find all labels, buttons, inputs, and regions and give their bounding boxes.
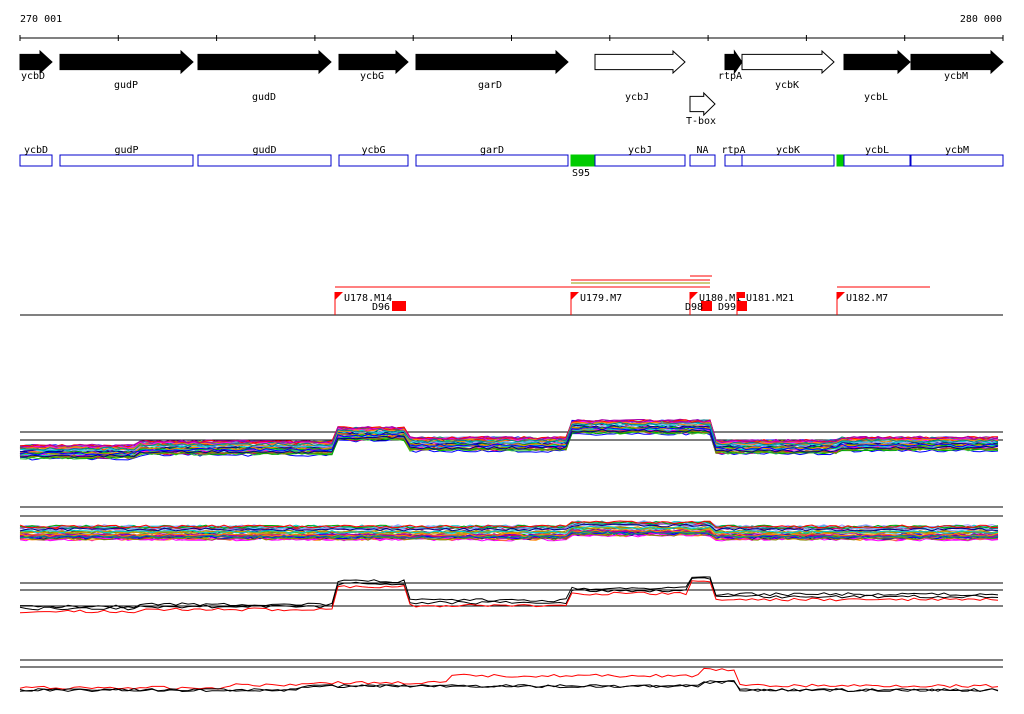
expression-trace — [19, 680, 999, 693]
expression-panel-3 — [19, 576, 1003, 614]
segment-label: NA — [696, 145, 708, 156]
expression-trace — [19, 421, 999, 451]
segment-box-na[interactable] — [689, 154, 716, 167]
segment-label: gudP — [114, 145, 138, 156]
segment-box-ycbl[interactable] — [843, 154, 911, 167]
segment-box-gudd[interactable] — [197, 154, 332, 167]
feature-label: U182.M7 — [846, 293, 888, 304]
expression-trace — [19, 422, 999, 452]
segment-label: ycbK — [776, 145, 800, 156]
expression-trace — [19, 525, 999, 534]
gene-label: garD — [478, 80, 502, 91]
expression-trace — [20, 576, 999, 609]
segment-box-rtpa[interactable] — [724, 154, 743, 167]
segment-label: rtpA — [721, 145, 745, 156]
highlight-label: S95 — [572, 168, 590, 179]
gene-label: rtpA — [718, 71, 742, 82]
small-feature-box[interactable] — [392, 301, 406, 311]
expression-panel-4 — [19, 659, 1003, 693]
segment-label: ycbG — [361, 145, 385, 156]
small-feature-label: D96 — [372, 302, 390, 313]
expression-panel-2 — [19, 506, 1003, 542]
gene-arrow-ycbd[interactable] — [19, 49, 53, 75]
segment-box-ycbm[interactable] — [910, 154, 1004, 167]
gene-label: T-box — [686, 116, 716, 127]
segment-label: ycbJ — [628, 145, 652, 156]
small-feature-box[interactable] — [737, 292, 745, 298]
gene-label: ycbG — [360, 71, 384, 82]
ruler-ticks — [19, 35, 1004, 41]
gene-arrow-rtpa[interactable] — [724, 49, 743, 75]
expression-trace — [19, 680, 999, 693]
small-feature-label: D98 — [685, 302, 703, 313]
segment-label: garD — [480, 145, 504, 156]
feature-label: U178.M14 — [344, 293, 392, 304]
gene-arrow-gudd[interactable] — [197, 49, 332, 75]
feature-label: U180.M1 — [699, 293, 741, 304]
gene-arrow-gudp[interactable] — [59, 49, 194, 75]
feature-flag[interactable] — [335, 292, 343, 300]
feature-flag[interactable] — [690, 292, 698, 300]
small-feature-label: D99 — [718, 302, 736, 313]
segment-box-gudp[interactable] — [59, 154, 194, 167]
segment-label: ycbM — [945, 145, 969, 156]
expression-trace — [19, 530, 999, 539]
segment-label: ycbL — [865, 145, 889, 156]
highlight-region-small[interactable] — [836, 154, 844, 167]
feature-label: U179.M7 — [580, 293, 622, 304]
gene-arrow-ycbm[interactable] — [910, 49, 1004, 75]
gene-label: ycbK — [775, 80, 799, 91]
position-ruler: 270 001 280 000 — [19, 14, 1004, 41]
expression-trace — [19, 577, 999, 611]
segment-label: ycbD — [24, 145, 48, 156]
expression-trace — [19, 580, 999, 614]
gene-arrow-gard[interactable] — [415, 49, 569, 75]
gene-track: ycbD gudP gudD ycbG garD ycbJ rtpA ycbK ycbL ycbM… — [19, 49, 1004, 127]
highlight-region[interactable] — [570, 154, 595, 167]
gene-label: ycbM — [944, 71, 968, 82]
small-feature-box[interactable] — [701, 301, 712, 311]
ruler-end-label: 280 000 — [960, 14, 1002, 25]
segment-box-ycbk[interactable] — [741, 154, 835, 167]
segment-label: gudD — [252, 145, 276, 156]
gene-arrow-ycbl[interactable] — [843, 49, 911, 75]
gene-label: ycbL — [864, 92, 888, 103]
expression-trace — [19, 667, 999, 690]
expression-trace — [19, 425, 999, 455]
expression-trace — [19, 520, 999, 529]
gene-arrow-ycbj[interactable] — [594, 49, 686, 75]
expression-trace — [19, 523, 999, 532]
feature-track: U178.M14 U179.M7 U180.M1 U181.M21 U182.M7 D96… — [20, 275, 1003, 316]
feature-flag[interactable] — [837, 292, 845, 300]
segment-box-ycbg[interactable] — [338, 154, 409, 167]
expression-trace — [19, 428, 999, 458]
gene-label: ycbJ — [625, 92, 649, 103]
expression-trace — [19, 532, 999, 541]
small-feature-box[interactable] — [737, 301, 747, 311]
segment-track: ycbD gudP gudD ycbG garD ycbJ NA rtpA ycbK ycbL yc… — [19, 145, 1004, 179]
expression-trace — [19, 419, 999, 448]
segment-box-gard[interactable] — [415, 154, 569, 167]
gene-label: gudP — [114, 80, 138, 91]
gene-label: gudD — [252, 92, 276, 103]
feature-label: U181.M21 — [746, 293, 794, 304]
expression-trace — [19, 528, 999, 538]
gene-arrow-ycbk[interactable] — [741, 49, 835, 75]
segment-box-ycbd[interactable] — [19, 154, 53, 167]
segment-box-ycbj[interactable] — [594, 154, 686, 167]
gene-arrow-ycbg[interactable] — [338, 49, 409, 75]
feature-flag[interactable] — [571, 292, 579, 300]
expression-panel-1 — [19, 418, 1003, 461]
gene-arrow-t-box[interactable] — [689, 91, 716, 117]
ruler-start-label: 270 001 — [20, 14, 62, 25]
gene-label: ycbD — [21, 71, 45, 82]
expression-trace — [19, 520, 999, 529]
